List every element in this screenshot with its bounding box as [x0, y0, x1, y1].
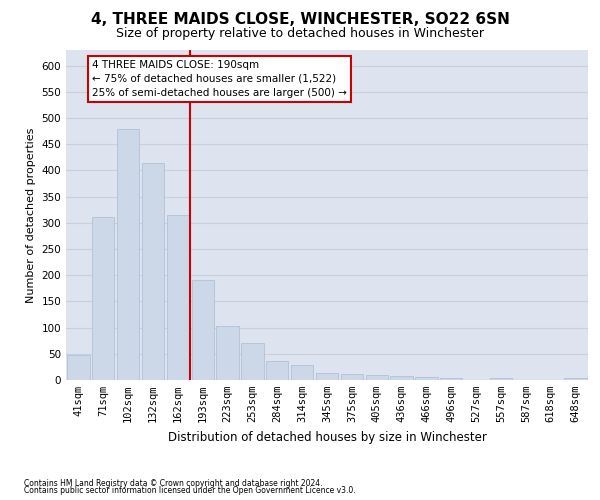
Text: 4 THREE MAIDS CLOSE: 190sqm
← 75% of detached houses are smaller (1,522)
25% of : 4 THREE MAIDS CLOSE: 190sqm ← 75% of det… [92, 60, 347, 98]
Bar [191, 280, 214, 380]
Bar [391, 376, 413, 380]
Bar [365, 376, 388, 380]
Bar [117, 128, 139, 380]
X-axis label: Distribution of detached houses by size in Winchester: Distribution of detached houses by size … [167, 430, 487, 444]
Bar [440, 378, 463, 380]
Bar [316, 373, 338, 380]
Bar [67, 356, 89, 380]
Bar [490, 378, 512, 380]
Text: Contains public sector information licensed under the Open Government Licence v3: Contains public sector information licen… [24, 486, 356, 495]
Bar [565, 378, 587, 380]
Text: Size of property relative to detached houses in Winchester: Size of property relative to detached ho… [116, 28, 484, 40]
Bar [92, 216, 115, 380]
Bar [142, 162, 164, 380]
Bar [241, 344, 263, 380]
Bar [266, 360, 289, 380]
Text: 4, THREE MAIDS CLOSE, WINCHESTER, SO22 6SN: 4, THREE MAIDS CLOSE, WINCHESTER, SO22 6… [91, 12, 509, 28]
Bar [217, 326, 239, 380]
Bar [291, 365, 313, 380]
Bar [341, 374, 363, 380]
Text: Contains HM Land Registry data © Crown copyright and database right 2024.: Contains HM Land Registry data © Crown c… [24, 478, 323, 488]
Y-axis label: Number of detached properties: Number of detached properties [26, 128, 36, 302]
Bar [167, 215, 189, 380]
Bar [415, 378, 437, 380]
